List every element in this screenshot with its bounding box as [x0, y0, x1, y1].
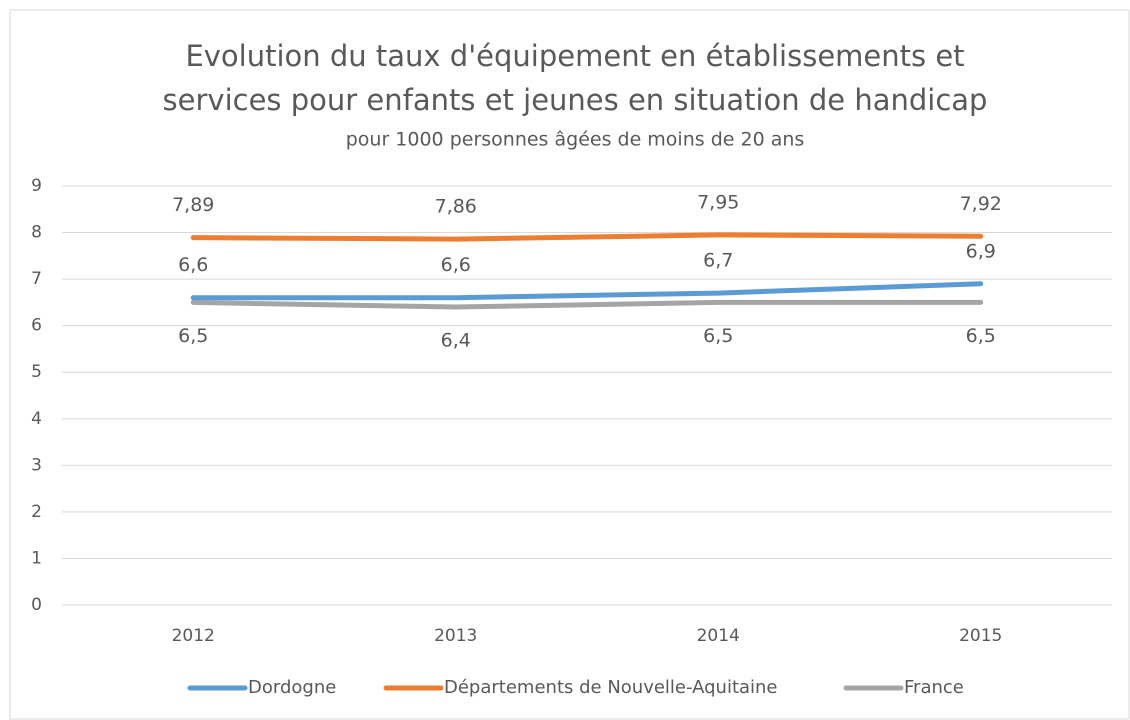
x-tick-label: 2014 — [697, 626, 740, 646]
y-tick-label: 5 — [31, 362, 42, 382]
y-tick-label: 8 — [31, 223, 42, 243]
data-label: 6,6 — [441, 254, 471, 276]
y-tick-label: 6 — [31, 316, 42, 336]
x-tick-label: 2015 — [959, 626, 1002, 646]
series-line — [190, 232, 984, 242]
y-tick-label: 7 — [31, 269, 42, 289]
chart-subtitle: pour 1000 personnes âgées de moins de 20… — [346, 129, 805, 151]
x-tick-label: 2013 — [434, 626, 477, 646]
chart-title: Evolution du taux d'équipement en établi… — [185, 39, 964, 73]
legend-label: Dordogne — [248, 677, 336, 698]
y-tick-label: 2 — [31, 502, 42, 522]
chart-title: services pour enfants et jeunes en situa… — [163, 83, 988, 117]
data-label: 6,9 — [966, 240, 996, 262]
data-label: 7,86 — [435, 196, 477, 218]
legend-label: France — [904, 677, 964, 698]
y-tick-label: 0 — [31, 595, 42, 615]
y-tick-label: 1 — [31, 548, 42, 568]
y-tick-label: 3 — [31, 455, 42, 475]
data-label: 7,89 — [172, 194, 214, 216]
series-line — [190, 299, 984, 310]
data-label: 7,95 — [697, 191, 739, 213]
data-label: 6,5 — [966, 325, 996, 347]
data-label: 7,92 — [960, 193, 1002, 215]
x-tick-label: 2012 — [172, 626, 215, 646]
y-tick-label: 9 — [31, 176, 42, 196]
data-label: 6,7 — [703, 250, 733, 272]
series-line — [190, 281, 984, 301]
data-label: 6,5 — [178, 325, 208, 347]
legend-label: Départements de Nouvelle-Aquitaine — [444, 677, 778, 698]
data-label: 6,4 — [441, 330, 471, 352]
chart-frame — [9, 9, 1130, 720]
data-label: 6,5 — [703, 325, 733, 347]
data-label: 6,6 — [178, 254, 208, 276]
y-tick-label: 4 — [31, 409, 42, 429]
